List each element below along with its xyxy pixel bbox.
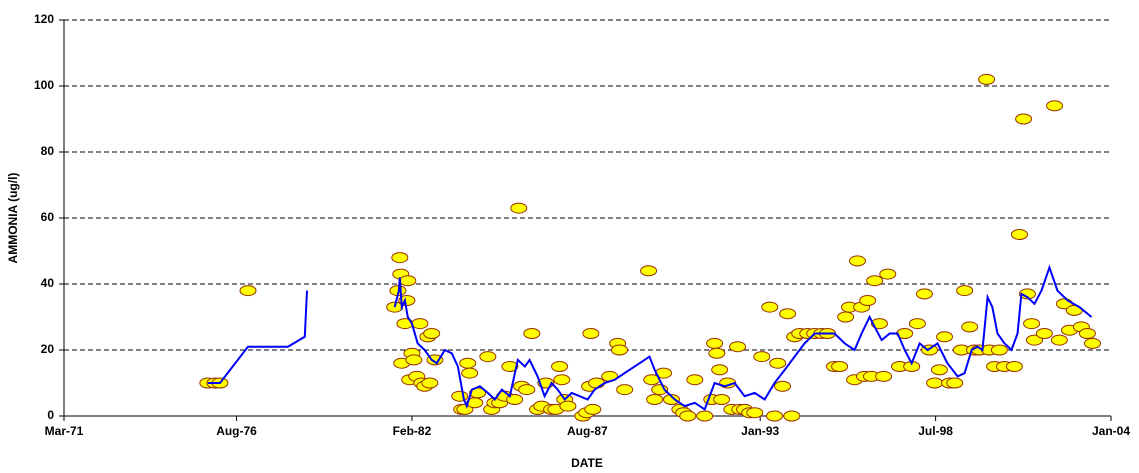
point — [523, 328, 541, 339]
point — [729, 341, 747, 353]
y-tick-label: 20 — [41, 342, 55, 356]
point — [582, 328, 600, 339]
point — [616, 384, 634, 396]
y-tick-label: 120 — [34, 12, 54, 26]
point — [761, 301, 779, 313]
point — [866, 275, 884, 287]
point — [1005, 361, 1023, 372]
y-tick-label: 60 — [41, 210, 55, 224]
x-tick-label: Mar-71 — [45, 424, 84, 438]
point — [779, 308, 797, 320]
point — [479, 351, 497, 363]
x-tick-label: Aug-76 — [216, 424, 257, 438]
point — [990, 344, 1008, 356]
point — [769, 357, 787, 369]
point — [239, 285, 257, 297]
point — [588, 377, 606, 389]
point — [1046, 100, 1064, 112]
point — [711, 364, 729, 376]
point — [518, 384, 536, 396]
x-axis-label: DATE — [571, 456, 603, 470]
point — [1010, 229, 1028, 240]
point — [686, 374, 704, 386]
point — [696, 410, 714, 422]
point — [926, 377, 944, 389]
point — [640, 265, 658, 277]
point — [646, 394, 664, 405]
point — [411, 318, 429, 330]
point — [783, 410, 801, 422]
point — [1015, 113, 1033, 125]
point — [1035, 328, 1053, 339]
x-tick-label: Feb-82 — [393, 424, 432, 438]
y-tick-label: 0 — [47, 408, 54, 422]
point — [713, 394, 731, 405]
point — [870, 318, 888, 330]
point — [961, 321, 979, 333]
y-tick-label: 80 — [41, 144, 55, 158]
point — [753, 351, 771, 363]
point — [766, 410, 784, 422]
point — [837, 311, 855, 323]
point — [1023, 318, 1041, 330]
point — [956, 285, 974, 297]
point — [1018, 288, 1036, 300]
line — [207, 264, 1093, 411]
point — [559, 400, 577, 412]
point — [936, 331, 954, 343]
point — [1078, 328, 1096, 339]
x-tick-label: Jan-93 — [741, 424, 779, 438]
point — [946, 377, 964, 389]
point — [774, 380, 792, 392]
y-tick-label: 40 — [41, 276, 55, 290]
point — [978, 73, 996, 85]
point — [831, 361, 849, 372]
point — [459, 357, 477, 369]
point — [405, 354, 423, 366]
point — [706, 337, 724, 349]
point — [421, 377, 439, 389]
point — [501, 361, 519, 372]
point — [879, 268, 897, 280]
point — [510, 202, 528, 214]
point — [456, 403, 474, 415]
point — [551, 361, 569, 372]
point — [848, 255, 866, 267]
point — [584, 403, 602, 415]
point — [553, 374, 571, 386]
point — [1025, 334, 1043, 346]
point — [908, 318, 926, 330]
point — [399, 275, 417, 287]
point — [663, 394, 681, 405]
point — [611, 344, 629, 356]
point — [859, 295, 877, 306]
point — [423, 328, 441, 339]
point — [875, 370, 893, 382]
point — [461, 367, 479, 379]
x-tick-label: Jan-04 — [1092, 424, 1130, 438]
point — [746, 407, 764, 419]
point — [391, 252, 409, 264]
point — [915, 288, 933, 300]
y-axis-label: AMMONIA (ug/l) — [6, 173, 20, 264]
point — [930, 364, 948, 376]
x-tick-label: Aug-87 — [567, 424, 608, 438]
point — [451, 390, 469, 402]
point — [1084, 337, 1102, 349]
point — [679, 410, 697, 422]
point — [708, 347, 726, 359]
x-tick-label: Jul-98 — [918, 424, 953, 438]
point — [1050, 334, 1068, 346]
y-tick-label: 100 — [34, 78, 54, 92]
